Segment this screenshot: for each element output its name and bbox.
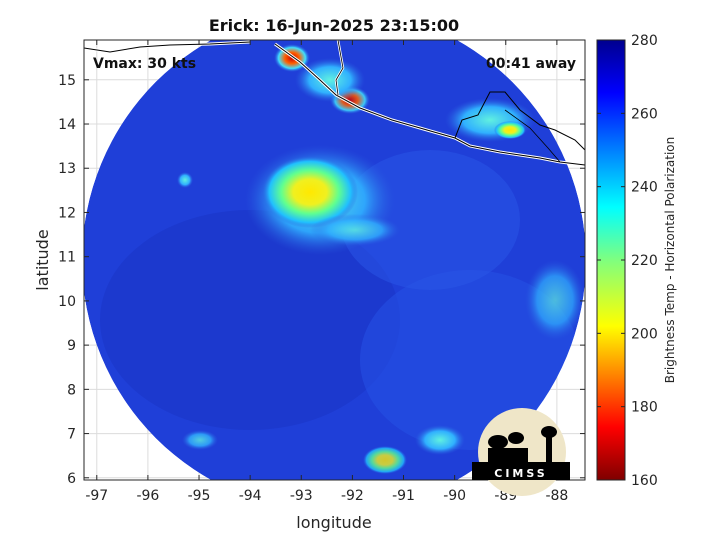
- colorbar-tick-label: 220: [631, 253, 658, 269]
- colorbar-tick-label: 240: [631, 180, 658, 196]
- y-tick-label: 10: [58, 294, 76, 310]
- cimss-logo: CIMSS: [472, 408, 570, 496]
- x-axis-label: longitude: [296, 513, 371, 532]
- y-tick-label: 11: [58, 250, 76, 266]
- south-convection-b: [415, 425, 465, 455]
- colorbar-ticks: 160 180 200 220 240 260 280: [597, 33, 658, 489]
- swath-layer: [84, 40, 585, 480]
- axes-box: [83, 39, 586, 481]
- x-tick-label: -96: [136, 488, 159, 504]
- y-tick-label: 9: [67, 338, 76, 354]
- x-tick-label: -91: [392, 488, 415, 504]
- y-axis-label: latitude: [33, 229, 52, 290]
- vmax-label: Vmax: 30 kts: [93, 56, 196, 72]
- swath-tone-b: [360, 270, 580, 450]
- border-guatemala-inner: [335, 40, 344, 96]
- y-tick-label: 14: [58, 117, 76, 133]
- y-tick-label: 8: [67, 382, 76, 398]
- colorbar-tick-label: 280: [631, 33, 658, 49]
- x-tick-label: -95: [188, 488, 211, 504]
- time-away-label: 00:41 away: [486, 56, 576, 72]
- colorbar-tick-label: 160: [631, 473, 658, 489]
- storm-convection-core: [262, 156, 358, 228]
- storm-band: [310, 214, 400, 246]
- east-convection: [525, 260, 585, 340]
- colorbar-label: Brightness Temp - Horizontal Polarizatio…: [663, 137, 677, 384]
- coast-convection-d: [494, 121, 526, 139]
- y-tick-label: 7: [67, 427, 76, 443]
- colorbar-tick-label: 260: [631, 106, 658, 122]
- y-tick-label: 15: [58, 73, 76, 89]
- x-tick-label: -90: [443, 488, 466, 504]
- y-axis-ticks: 6 7 8 9 10 11 12 13 14 15: [58, 73, 585, 487]
- x-tick-label: -94: [239, 488, 262, 504]
- logo-text: CIMSS: [494, 467, 547, 480]
- logo-dish-a: [488, 435, 508, 449]
- y-tick-label: 13: [58, 161, 76, 177]
- swath-tone-a: [100, 210, 400, 430]
- x-axis-ticks: -97 -96 -95 -94 -93 -92 -91 -90 -89 -88: [85, 40, 568, 504]
- west-speck-a: [177, 172, 193, 188]
- logo-tank: [541, 426, 557, 438]
- border-elsalvador: [454, 91, 585, 151]
- logo-base: [472, 462, 570, 480]
- colorbar-tick-label: 180: [631, 400, 658, 416]
- logo-tower: [546, 436, 552, 464]
- x-tick-label: -88: [545, 488, 568, 504]
- south-convection-a: [363, 446, 407, 474]
- coastline-inner: [84, 41, 585, 166]
- x-tick-label: -93: [290, 488, 313, 504]
- border-honduras: [504, 109, 561, 163]
- coast-band-cyan: [295, 58, 365, 102]
- colorbar: [596, 39, 626, 481]
- x-tick-label: -92: [341, 488, 364, 504]
- chart-title: Erick: 16-Jun-2025 23:15:00: [209, 16, 459, 35]
- y-tick-label: 12: [58, 205, 76, 221]
- land-coastline: [84, 40, 585, 167]
- west-speck-b: [182, 430, 218, 450]
- colorbar-tick-label: 200: [631, 326, 658, 342]
- y-tick-label: 6: [67, 471, 76, 487]
- logo-building: [488, 448, 528, 464]
- logo-dish-b: [508, 432, 524, 444]
- x-tick-label: -97: [85, 488, 108, 504]
